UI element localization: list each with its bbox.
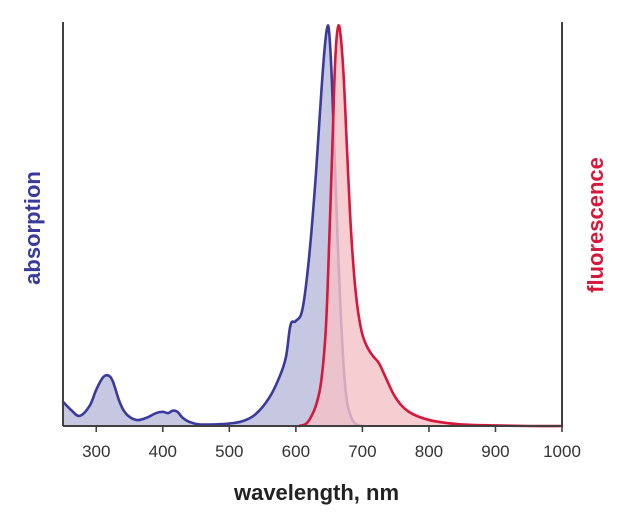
series-areas (61, 24, 564, 428)
x-tick-label: 800 (415, 442, 443, 461)
x-axis-title: wavelength, nm (233, 480, 399, 505)
fluorescence-line (297, 24, 564, 428)
absorption-area (63, 25, 363, 427)
x-tick-label: 1000 (543, 442, 581, 461)
y-axis-right-title: fluorescence (583, 157, 608, 293)
x-tick-label: 900 (481, 442, 509, 461)
x-tick-label: 400 (149, 442, 177, 461)
x-tick-label: 700 (348, 442, 376, 461)
fluorescence-area (299, 25, 562, 427)
x-tick-label: 500 (215, 442, 243, 461)
x-ticks: 300 400 500 600 700 800 900 1000 (82, 426, 581, 461)
y-axis-left-title: absorption (20, 171, 45, 285)
x-tick-label: 300 (82, 442, 110, 461)
x-tick-label: 600 (282, 442, 310, 461)
axes (62, 22, 563, 427)
